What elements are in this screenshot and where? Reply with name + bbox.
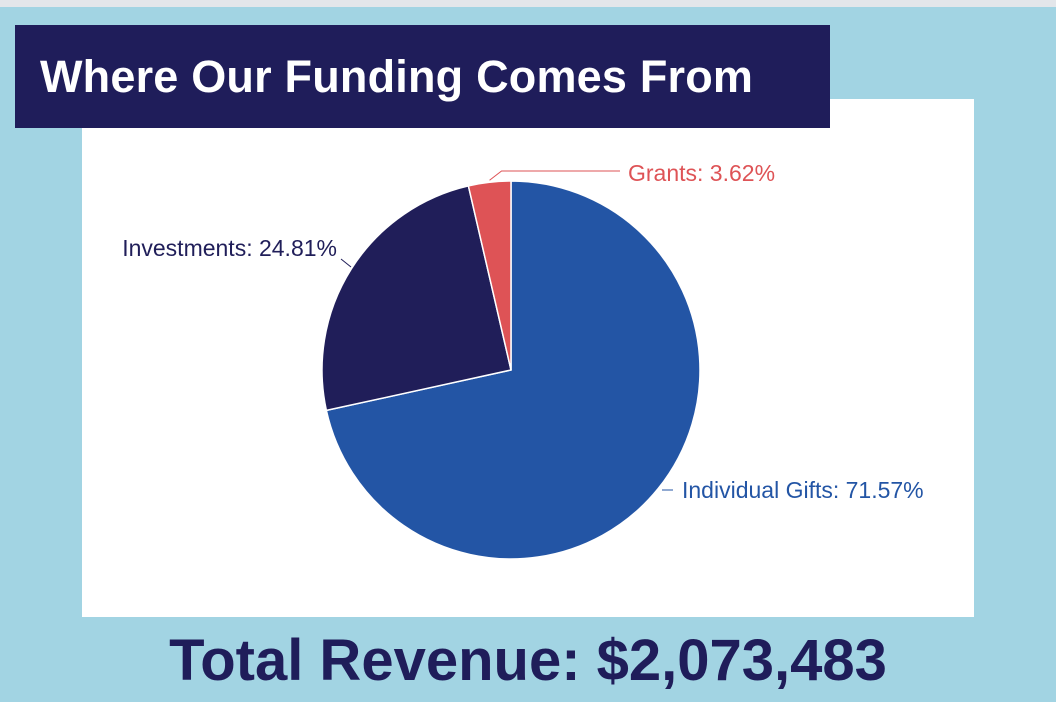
pie-slice-grants <box>467 180 512 371</box>
slice-label-investments: Investments: 24.81% <box>122 235 337 261</box>
leader-line-grants <box>489 170 620 181</box>
top-strip <box>0 0 1056 7</box>
title-banner: Where Our Funding Comes From <box>15 25 830 128</box>
slice-label-individual-gifts: Individual Gifts: 71.57% <box>682 477 924 503</box>
total-revenue: Total Revenue: $2,073,483 <box>169 628 887 693</box>
leader-line-investments <box>340 258 352 268</box>
page-title: Where Our Funding Comes From <box>40 50 754 102</box>
pie-slice-investments <box>321 185 512 412</box>
pie-slice-individual-gifts <box>325 180 701 560</box>
slice-label-grants: Grants: 3.62% <box>628 160 775 186</box>
